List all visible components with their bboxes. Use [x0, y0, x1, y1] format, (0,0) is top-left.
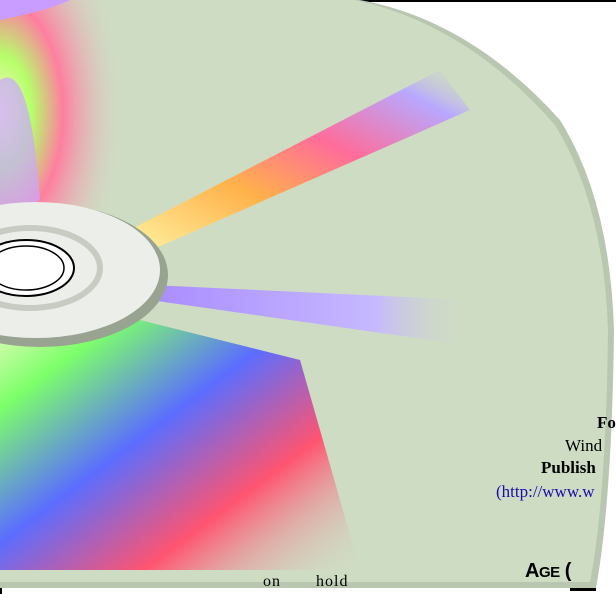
age-heading-trailing: ( — [559, 560, 572, 582]
platform-heading: Fo — [597, 413, 616, 432]
age-heading-underline — [570, 588, 596, 591]
age-heading-initial: A — [525, 560, 539, 582]
platform-value: Wind — [565, 436, 603, 455]
on-hold-caption: on hold — [263, 573, 349, 590]
publisher-heading: Publish — [541, 458, 596, 477]
age-heading-rest: GE — [538, 564, 560, 581]
publisher-url-link[interactable]: (http://www.w — [496, 482, 595, 501]
age-rating-heading: AGE ( — [525, 560, 571, 583]
